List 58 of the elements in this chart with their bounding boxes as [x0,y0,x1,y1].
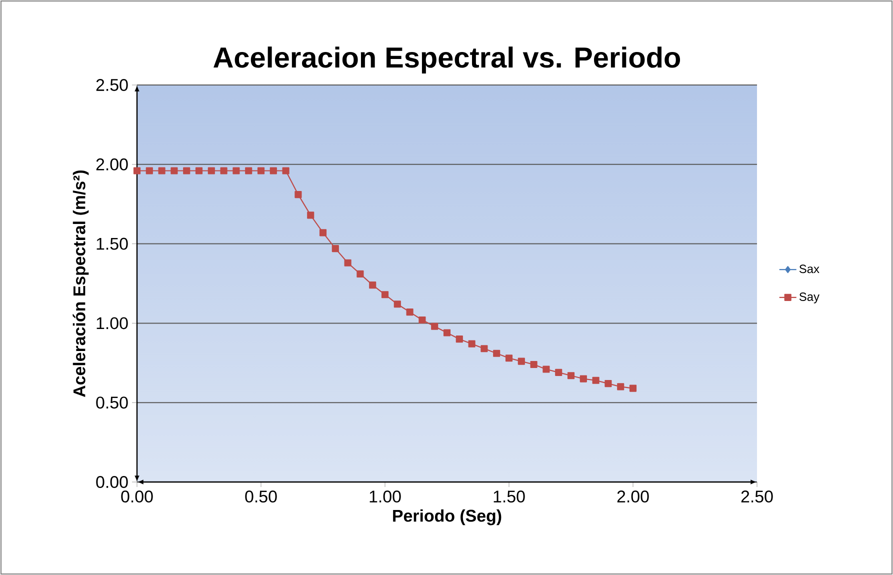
point [319,229,327,236]
point [270,167,277,174]
point [617,383,624,390]
y-tick-label: 0.00 [96,476,128,488]
point [146,167,153,174]
point [567,372,575,380]
point [332,245,339,252]
point [394,300,401,308]
point [344,259,352,266]
x-tick-label: 1.00 [370,490,401,503]
y-tick-label: 2.00 [96,158,128,170]
point [530,360,538,368]
point [493,350,500,357]
point [369,282,376,289]
legend-label: Say [799,292,820,304]
point [468,340,476,348]
point [592,376,600,384]
point [282,167,290,174]
y-axis-title: Aceleración Espectral (m/s²) [72,170,89,397]
point [170,167,178,174]
point [232,167,240,174]
point [183,167,190,174]
point [195,167,203,174]
point [604,380,612,388]
point [208,167,215,174]
point [629,384,637,392]
point [158,167,166,174]
point [431,322,438,330]
point [418,316,426,324]
point [356,270,364,278]
x-tick-label: 2.00 [617,490,649,503]
point [480,345,488,352]
point [518,358,525,365]
x-tick-label: 1.50 [494,490,525,503]
x-tick-label: 0.50 [245,490,277,503]
point [381,291,389,298]
point [294,191,302,198]
point [580,375,587,382]
point [505,354,513,362]
point [555,368,562,376]
point [443,329,451,336]
point [542,366,550,373]
legend-label: Sax [799,264,820,274]
y-tick-label: 1.50 [96,238,128,250]
point [133,167,141,174]
y-tick-label: 1.00 [96,317,128,330]
point [456,336,463,343]
point [220,167,228,174]
chart-title: Aceleracion Espectral vs. Periodo [214,46,680,74]
x-tick-label: 2.50 [741,490,773,503]
point [406,308,414,316]
point [307,212,314,219]
y-tick-label: 2.50 [96,79,128,91]
y-tick-label: 0.50 [96,396,128,409]
point [257,167,265,174]
x-tick-label: 0.00 [121,490,153,503]
x-axis-title: Periodo (Seg) [393,509,502,526]
point [245,167,252,174]
